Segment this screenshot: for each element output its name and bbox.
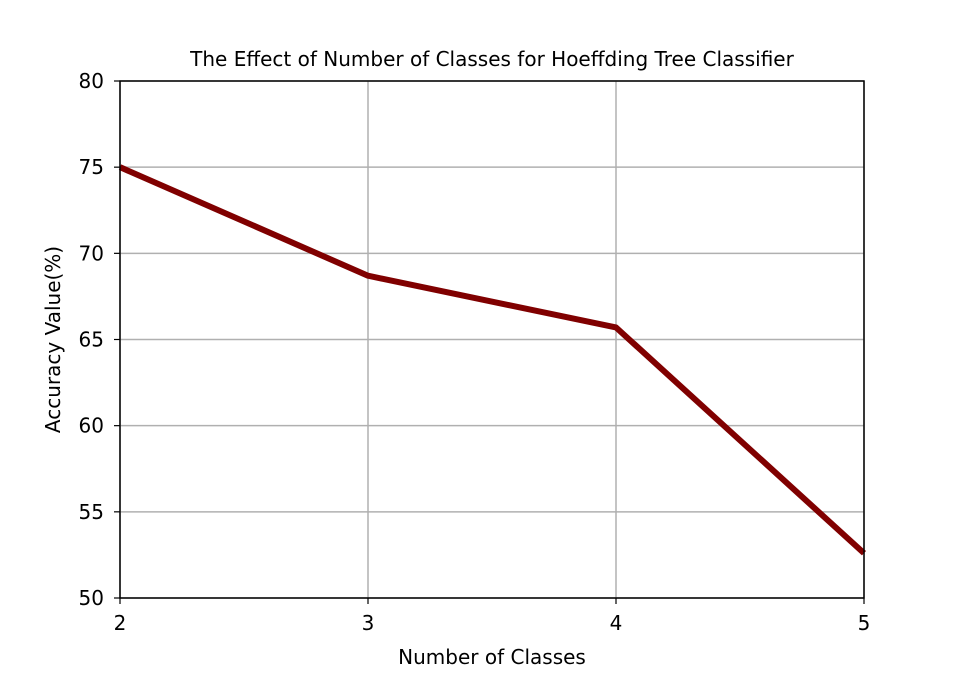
grid-lines [120, 81, 864, 598]
x-tick-label: 4 [610, 611, 623, 635]
y-tick-label: 70 [79, 241, 104, 265]
x-tick-label: 2 [114, 611, 127, 635]
series-layer [120, 167, 864, 553]
y-tick-label: 60 [79, 414, 104, 438]
y-tick-label: 75 [79, 155, 104, 179]
x-tick-label: 5 [858, 611, 871, 635]
y-axis-label: Accuracy Value(%) [41, 246, 65, 433]
y-tick-label: 55 [79, 500, 104, 524]
y-tick-label: 80 [79, 69, 104, 93]
y-tick-label: 65 [79, 328, 104, 352]
y-tick-label: 50 [79, 586, 104, 610]
chart-title: The Effect of Number of Classes for Hoef… [189, 47, 794, 71]
x-axis-label: Number of Classes [398, 645, 586, 669]
series-line [120, 167, 864, 553]
axis-ticks: 50 55 60 65 70 75 80 2 3 4 5 [79, 69, 871, 635]
x-tick-label: 3 [362, 611, 375, 635]
